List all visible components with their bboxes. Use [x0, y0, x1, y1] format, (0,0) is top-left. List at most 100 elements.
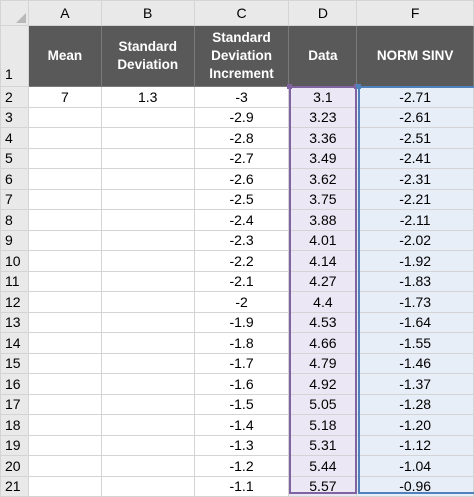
row-header[interactable]: 5	[0, 147, 29, 169]
cell-standard-deviation[interactable]	[100, 373, 195, 395]
cell-mean[interactable]	[27, 414, 102, 436]
row-header[interactable]: 6	[0, 168, 29, 190]
cell-norm-sinv[interactable]: -2.31	[356, 168, 474, 190]
cell-standard-deviation[interactable]: 1.3	[100, 86, 195, 108]
cell-data[interactable]: 3.75	[288, 188, 358, 210]
cell-standard-deviation-increment[interactable]: -2.3	[193, 229, 290, 251]
cell-standard-deviation[interactable]	[100, 270, 195, 292]
cell-data[interactable]: 5.57	[288, 475, 358, 497]
cell-mean[interactable]	[27, 229, 102, 251]
cell-mean[interactable]	[27, 106, 102, 128]
cell-standard-deviation[interactable]	[100, 393, 195, 415]
cell-standard-deviation[interactable]	[100, 352, 195, 374]
column-header-d[interactable]: D	[288, 0, 358, 26]
row-header[interactable]: 20	[0, 455, 29, 477]
cell-standard-deviation-increment[interactable]: -2.7	[193, 147, 290, 169]
cell-standard-deviation[interactable]	[100, 106, 195, 128]
cell-mean[interactable]	[27, 147, 102, 169]
cell-mean[interactable]	[27, 352, 102, 374]
cell-data[interactable]: 3.1	[288, 86, 358, 108]
cell-norm-sinv[interactable]: -1.83	[356, 270, 474, 292]
cell-standard-deviation[interactable]	[100, 147, 195, 169]
cell-standard-deviation[interactable]	[100, 229, 195, 251]
cell-standard-deviation-increment[interactable]: -1.6	[193, 373, 290, 395]
cell-mean[interactable]	[27, 270, 102, 292]
cell-data[interactable]: 4.53	[288, 311, 358, 333]
header-standard-deviation-increment[interactable]: Standard Deviation Increment	[193, 25, 290, 87]
cell-data[interactable]: 4.79	[288, 352, 358, 374]
cell-norm-sinv[interactable]: -2.71	[356, 86, 474, 108]
cell-mean[interactable]	[27, 332, 102, 354]
cell-standard-deviation-increment[interactable]: -1.1	[193, 475, 290, 497]
cell-standard-deviation-increment[interactable]: -2.9	[193, 106, 290, 128]
row-header[interactable]: 13	[0, 311, 29, 333]
row-header-1[interactable]: 1	[0, 25, 29, 87]
row-header[interactable]: 4	[0, 127, 29, 149]
cell-data[interactable]: 4.4	[288, 291, 358, 313]
cell-mean[interactable]	[27, 434, 102, 456]
row-header[interactable]: 15	[0, 352, 29, 374]
header-norm-sinv[interactable]: NORM SINV	[356, 25, 474, 87]
row-header[interactable]: 19	[0, 434, 29, 456]
row-header[interactable]: 17	[0, 393, 29, 415]
cell-data[interactable]: 3.23	[288, 106, 358, 128]
cell-norm-sinv[interactable]: -2.21	[356, 188, 474, 210]
column-header-b[interactable]: B	[100, 0, 195, 26]
cell-mean[interactable]	[27, 291, 102, 313]
cell-mean[interactable]	[27, 393, 102, 415]
cell-norm-sinv[interactable]: -2.11	[356, 209, 474, 231]
cell-standard-deviation[interactable]	[100, 475, 195, 497]
row-header[interactable]: 16	[0, 373, 29, 395]
cell-norm-sinv[interactable]: -1.92	[356, 250, 474, 272]
cell-norm-sinv[interactable]: -1.20	[356, 414, 474, 436]
cell-norm-sinv[interactable]: -1.55	[356, 332, 474, 354]
cell-standard-deviation[interactable]	[100, 168, 195, 190]
cell-mean[interactable]	[27, 475, 102, 497]
cell-standard-deviation[interactable]	[100, 311, 195, 333]
cell-mean[interactable]	[27, 209, 102, 231]
cell-standard-deviation[interactable]	[100, 332, 195, 354]
cell-norm-sinv[interactable]: -2.02	[356, 229, 474, 251]
cell-standard-deviation[interactable]	[100, 127, 195, 149]
cell-norm-sinv[interactable]: -1.73	[356, 291, 474, 313]
cell-standard-deviation-increment[interactable]: -1.4	[193, 414, 290, 436]
row-header[interactable]: 12	[0, 291, 29, 313]
cell-data[interactable]: 4.92	[288, 373, 358, 395]
cell-norm-sinv[interactable]: -2.61	[356, 106, 474, 128]
cell-mean[interactable]	[27, 311, 102, 333]
cell-standard-deviation[interactable]	[100, 434, 195, 456]
header-data[interactable]: Data	[288, 25, 358, 87]
cell-mean[interactable]	[27, 188, 102, 210]
cell-norm-sinv[interactable]: -0.96	[356, 475, 474, 497]
cell-norm-sinv[interactable]: -1.64	[356, 311, 474, 333]
cell-mean[interactable]	[27, 168, 102, 190]
cell-norm-sinv[interactable]: -1.37	[356, 373, 474, 395]
cell-standard-deviation-increment[interactable]: -3	[193, 86, 290, 108]
cell-data[interactable]: 5.18	[288, 414, 358, 436]
cell-standard-deviation-increment[interactable]: -2.4	[193, 209, 290, 231]
cell-mean[interactable]	[27, 127, 102, 149]
cell-data[interactable]: 4.66	[288, 332, 358, 354]
cell-standard-deviation[interactable]	[100, 291, 195, 313]
cell-norm-sinv[interactable]: -1.28	[356, 393, 474, 415]
row-header[interactable]: 7	[0, 188, 29, 210]
cell-standard-deviation-increment[interactable]: -1.3	[193, 434, 290, 456]
cell-mean[interactable]	[27, 250, 102, 272]
row-header[interactable]: 11	[0, 270, 29, 292]
row-header[interactable]: 10	[0, 250, 29, 272]
cell-standard-deviation[interactable]	[100, 209, 195, 231]
row-header[interactable]: 9	[0, 229, 29, 251]
cell-standard-deviation[interactable]	[100, 455, 195, 477]
cell-standard-deviation-increment[interactable]: -1.5	[193, 393, 290, 415]
cell-standard-deviation-increment[interactable]: -1.2	[193, 455, 290, 477]
column-header-a[interactable]: A	[27, 0, 102, 26]
cell-data[interactable]: 3.88	[288, 209, 358, 231]
column-header-c[interactable]: C	[193, 0, 290, 26]
cell-standard-deviation-increment[interactable]: -2.8	[193, 127, 290, 149]
header-standard-deviation[interactable]: Standard Deviation	[100, 25, 195, 87]
cell-mean[interactable]	[27, 373, 102, 395]
cell-standard-deviation-increment[interactable]: -2.2	[193, 250, 290, 272]
cell-data[interactable]: 5.44	[288, 455, 358, 477]
cell-mean[interactable]	[27, 455, 102, 477]
cell-norm-sinv[interactable]: -1.46	[356, 352, 474, 374]
